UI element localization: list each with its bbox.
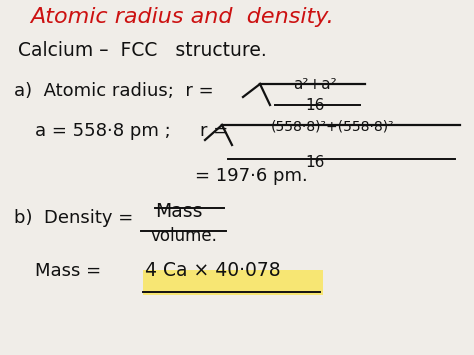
Bar bbox=[143, 270, 323, 295]
Text: Mass: Mass bbox=[155, 202, 202, 221]
Text: volume.: volume. bbox=[151, 227, 218, 245]
Text: Mass =: Mass = bbox=[35, 262, 113, 280]
Text: a²+a²: a²+a² bbox=[293, 77, 337, 92]
Text: a = 558·8 pm ;: a = 558·8 pm ; bbox=[35, 122, 171, 140]
Text: a)  Atomic radius;  r =: a) Atomic radius; r = bbox=[14, 82, 214, 100]
Text: r =: r = bbox=[200, 122, 228, 140]
Text: (558·8)²+(558·8)²: (558·8)²+(558·8)² bbox=[271, 119, 395, 133]
Text: 16: 16 bbox=[305, 98, 325, 113]
Text: b)  Density =: b) Density = bbox=[14, 209, 133, 227]
Text: Atomic radius and  density.: Atomic radius and density. bbox=[30, 7, 334, 27]
Text: = 197·6 pm.: = 197·6 pm. bbox=[195, 167, 308, 185]
Text: 4 Ca × 40·078: 4 Ca × 40·078 bbox=[145, 261, 281, 280]
Text: 16: 16 bbox=[305, 155, 325, 170]
Text: Calcium –  FCC   structure.: Calcium – FCC structure. bbox=[18, 41, 267, 60]
